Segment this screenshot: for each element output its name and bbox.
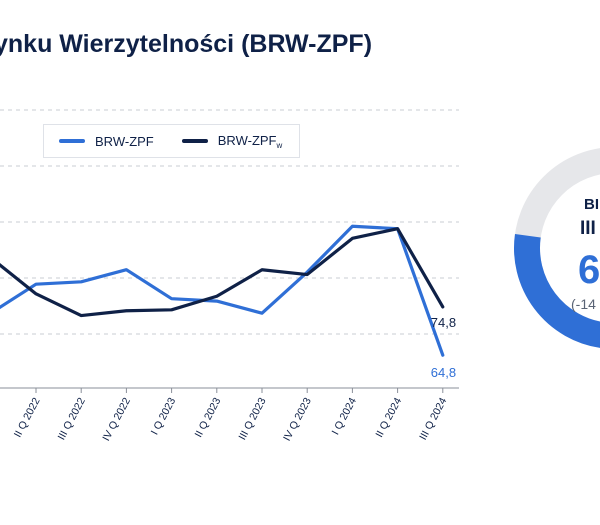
- donut-change: (-14: [571, 296, 596, 312]
- legend-label-brw-zpf: BRW-ZPF: [95, 133, 154, 149]
- donut-chart: [514, 146, 600, 349]
- legend-label-brw-zpf-w: BRW-ZPFw: [217, 132, 283, 150]
- x-axis: [0, 387, 459, 393]
- legend-item-brw-zpf-w: BRW-ZPFw: [181, 132, 283, 150]
- legend-item-brw-zpf: BRW-ZPF: [59, 134, 154, 149]
- legend-swatch-brw-zpf-w: [181, 139, 208, 143]
- series-line-brw-zpf-w: [0, 227, 445, 318]
- donut-label-line1: BI: [584, 196, 599, 213]
- donut-label-line2: III: [580, 218, 596, 239]
- x-tick-label: IV Q 2023: [281, 396, 314, 444]
- end-label-brw-zpf: 64,8: [431, 365, 456, 380]
- x-tick-label: II Q 2023: [193, 396, 224, 440]
- x-tick-label: III Q 2024: [417, 396, 449, 442]
- x-tick-label: III Q 2023: [236, 396, 268, 442]
- series-lines: [0, 224, 445, 357]
- x-tick-label: II Q 2022: [12, 396, 43, 440]
- chart-title: ynku Wierzytelności (BRW-ZPF): [0, 30, 373, 58]
- x-tick-label: II Q 2024: [373, 396, 404, 440]
- series-line-brw-zpf: [0, 224, 445, 357]
- legend: BRW-ZPF BRW-ZPFw: [43, 124, 300, 158]
- x-tick-label: I Q 2023: [149, 396, 179, 437]
- x-tick-label: I Q 2024: [330, 396, 360, 437]
- end-label-brw-zpf-w: 74,8: [431, 315, 456, 330]
- x-tick-labels: II Q 2022 III Q 2022 IV Q 2022 I Q 2023 II Q…: [12, 396, 450, 444]
- donut-value: 6: [578, 248, 600, 292]
- legend-swatch-brw-zpf: [59, 139, 85, 143]
- donut-fill: [514, 146, 600, 349]
- x-tick-label: IV Q 2022: [100, 396, 133, 444]
- x-tick-label: III Q 2022: [56, 396, 88, 442]
- end-value-labels: 74,8 64,8: [431, 315, 456, 380]
